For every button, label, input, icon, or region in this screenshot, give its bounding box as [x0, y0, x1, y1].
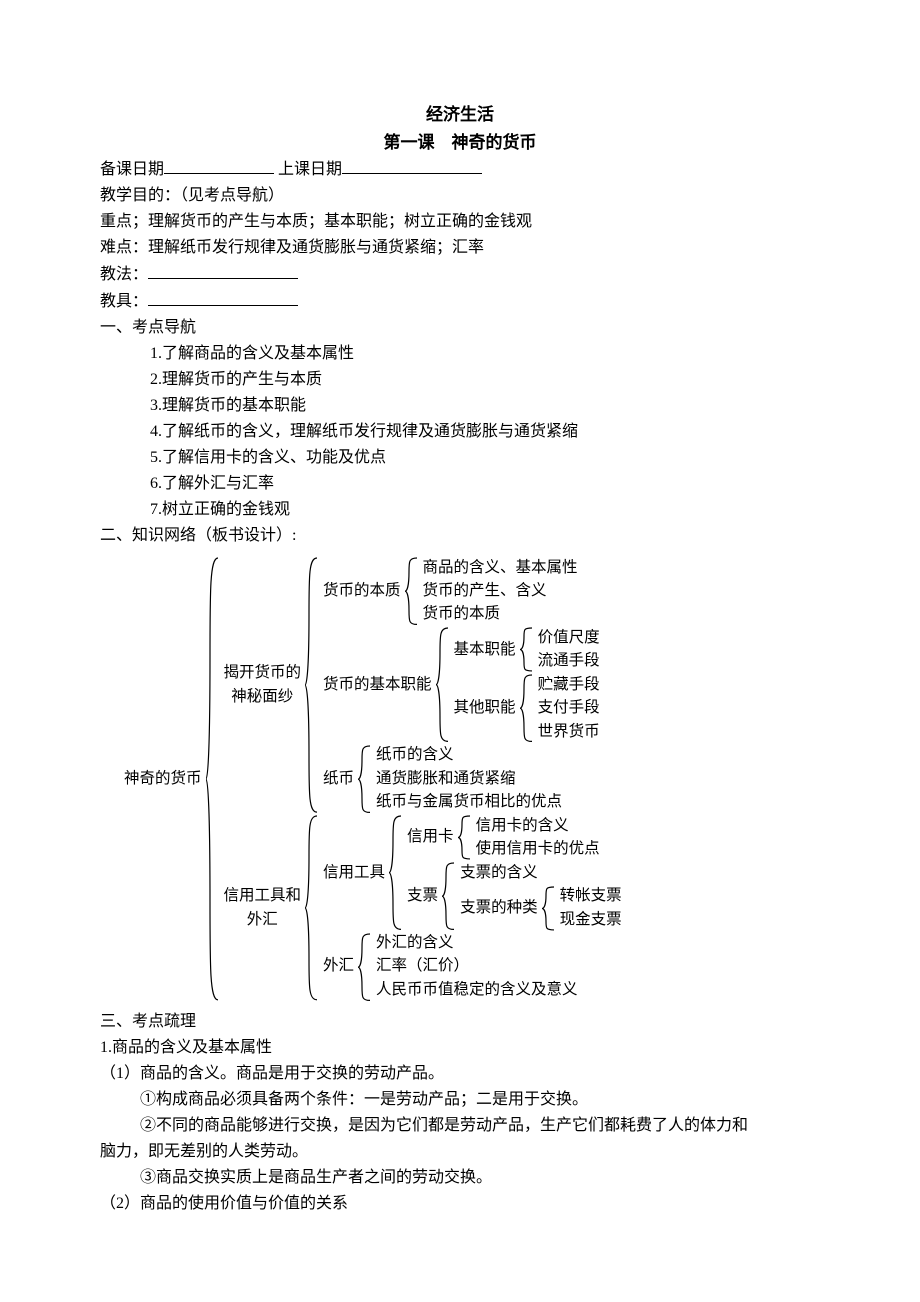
node-a1: 货币的本质: [319, 579, 405, 603]
brace-icon: [358, 744, 372, 814]
leaf-a3-0: 纸币的含义: [372, 744, 566, 767]
hard-line: 难点：理解纸币发行规律及通货膨胀与通货紧缩；汇率: [100, 236, 820, 260]
brace-icon: [305, 556, 319, 814]
brace-icon: [405, 556, 419, 626]
s3-p3b: 脑力，即无差别的人类劳动。: [100, 1140, 820, 1164]
brace-icon: [389, 814, 403, 931]
method-line: 教法：: [100, 262, 820, 287]
node-b1g1: 信用卡: [403, 825, 458, 849]
leaf-a2g2-2: 世界货币: [534, 720, 604, 743]
s1-item: 1.了解商品的含义及基本属性: [150, 342, 820, 366]
blank-aid: [148, 289, 298, 306]
leaf-a3-1: 通货膨胀和通货紧缩: [372, 767, 566, 790]
node-b1g2: 支票: [403, 884, 442, 908]
leaf-b1g2-sub1: 现金支票: [556, 908, 626, 931]
s1-item: 3.理解货币的基本职能: [150, 394, 820, 418]
label-teach-date: 上课日期: [278, 161, 342, 178]
leaf-a2g1-0: 价值尺度: [534, 626, 604, 649]
node-A-2: 神秘面纱: [220, 685, 306, 709]
brace-icon: [520, 626, 534, 673]
s3-p2: ①构成商品必须具备两个条件：一是劳动产品；二是用于交换。: [100, 1088, 820, 1112]
s3-h1: 1.商品的含义及基本属性: [100, 1036, 820, 1060]
knowledge-diagram: 神奇的货币 揭开货币的 神秘面纱 货币的本质: [120, 556, 820, 1002]
key-line: 重点；理解货币的产生与本质；基本职能；树立正确的金钱观: [100, 210, 820, 234]
leaf-a1-tail: 货币的本质: [419, 603, 582, 626]
node-a2: 货币的基本职能: [319, 673, 436, 697]
label-prep-date: 备课日期: [100, 161, 164, 178]
s1-item: 5.了解信用卡的含义、功能及优点: [150, 446, 820, 470]
node-a2g2: 其他职能: [450, 696, 520, 720]
blank-prep-date: [164, 157, 274, 174]
leaf-b1g2-item1: 支票的含义: [456, 861, 626, 884]
brace-icon: [436, 626, 450, 743]
doc-title-1: 经济生活: [100, 102, 820, 128]
s1-item: 6.了解外汇与汇率: [150, 472, 820, 496]
node-a2g1: 基本职能: [450, 638, 520, 662]
node-b1g2-sub: 支票的种类: [456, 896, 542, 919]
blank-method: [148, 262, 298, 279]
leaf-a2g1-1: 流通手段: [534, 650, 604, 673]
doc-title-2: 第一课 神奇的货币: [100, 130, 820, 156]
leaf-b2-1: 汇率（汇价）: [372, 955, 582, 978]
leaf-b1g1-1: 使用信用卡的优点: [472, 838, 604, 861]
brace-icon: [305, 814, 319, 1002]
brace-icon: [206, 556, 220, 1002]
leaf-b1g2-sub0: 转帐支票: [556, 885, 626, 908]
node-a3: 纸币: [319, 767, 358, 791]
document-page: 经济生活 第一课 神奇的货币 备课日期 上课日期 教学目的：（见考点导航） 重点…: [0, 0, 920, 1278]
label-aid: 教具：: [100, 293, 148, 310]
node-B-2: 外汇: [220, 908, 306, 932]
section1-head: 一、考点导航: [100, 316, 820, 340]
brace-icon: [358, 932, 372, 1002]
dates-line: 备课日期 上课日期: [100, 157, 820, 182]
leaf-a1-0: 商品的含义、基本属性: [419, 556, 582, 579]
leaf-a2g2-0: 贮藏手段: [534, 673, 604, 696]
leaf-b1g1-0: 信用卡的含义: [472, 814, 604, 837]
s1-item: 4.了解纸币的含义，理解纸币发行规律及通货膨胀与通货紧缩: [150, 420, 820, 444]
section2-head: 二、知识网络（板书设计）:: [100, 524, 820, 548]
node-b1: 信用工具: [319, 861, 389, 885]
leaf-a2g2-1: 支付手段: [534, 697, 604, 720]
aid-line: 教具：: [100, 289, 820, 314]
blank-teach-date: [342, 157, 482, 174]
leaf-a1-1: 货币的产生、含义: [419, 579, 582, 602]
node-b2: 外汇: [319, 954, 358, 978]
s3-p1: （1）商品的含义。商品是用于交换的劳动产品。: [100, 1062, 820, 1086]
s1-item: 2.理解货币的产生与本质: [150, 368, 820, 392]
brace-icon: [442, 861, 456, 931]
s3-p4: ③商品交换实质上是商品生产者之间的劳动交换。: [100, 1166, 820, 1190]
goal-line: 教学目的：（见考点导航）: [100, 184, 820, 208]
label-method: 教法：: [100, 266, 148, 283]
brace-icon: [458, 814, 472, 861]
s3-p3a: ②不同的商品能够进行交换，是因为它们都是劳动产品，生产它们都耗费了人的体力和: [100, 1114, 820, 1138]
s3-p5: （2）商品的使用价值与价值的关系: [100, 1192, 820, 1216]
node-root: 神奇的货币: [120, 767, 206, 791]
brace-icon: [520, 673, 534, 743]
leaf-a3-2: 纸币与金属货币相比的优点: [372, 791, 566, 814]
leaf-b2-0: 外汇的含义: [372, 932, 582, 955]
brace-icon: [542, 885, 556, 932]
s1-item: 7.树立正确的金钱观: [150, 498, 820, 522]
leaf-b2-2: 人民币币值稳定的含义及意义: [372, 978, 582, 1001]
node-A-1: 揭开货币的: [220, 661, 306, 685]
section3-head: 三、考点疏理: [100, 1010, 820, 1034]
node-B-1: 信用工具和: [220, 884, 306, 908]
